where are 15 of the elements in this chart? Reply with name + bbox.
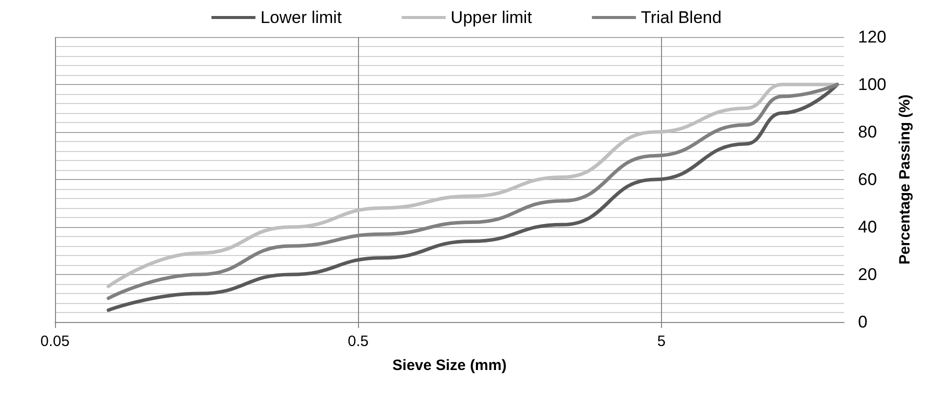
legend-label: Trial Blend [640,8,722,27]
y-tick-label: 60 [858,170,877,189]
x-axis-title: Sieve Size (mm) [392,357,507,374]
y-axis-title: Percentage Passing (%) [896,94,914,265]
x-tick-label: 0.5 [348,333,369,350]
y-tick-label: 20 [858,265,877,284]
x-tick-label: 0.05 [40,333,70,350]
legend-label: Upper limit [450,8,532,27]
y-tick-label: 80 [858,122,877,142]
y-tick-label: 100 [858,75,886,94]
y-tick-label: 40 [858,218,877,236]
legend-label: Lower limit [260,8,342,27]
y-tick-label: 120 [858,28,886,46]
y-tick-label: 0 [858,312,868,332]
x-tick-label: 5 [657,333,666,350]
